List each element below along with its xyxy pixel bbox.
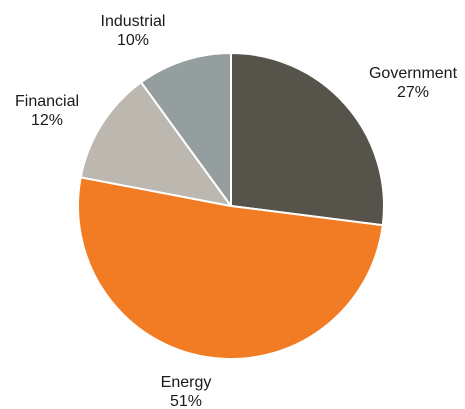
slice-label-value-0: 27% [397,84,429,101]
slice-label-value-3: 10% [117,32,149,49]
pie-slice-industrial [140,52,232,207]
slice-label-name-2: Financial [15,93,79,110]
slice-label-value-2: 12% [31,112,63,129]
pie-slice-government [230,52,385,227]
pie-slices [77,52,385,361]
slice-label-value-1: 51% [170,393,202,409]
slice-labels: Government 27% Energy 51% Financial 12% … [15,13,458,409]
slice-label-name-0: Government [369,65,458,82]
pie-slice-energy [77,176,384,361]
slice-label-name-3: Industrial [101,13,166,30]
pie-slice-financial [79,81,232,207]
slice-label-name-1: Energy [161,374,212,391]
